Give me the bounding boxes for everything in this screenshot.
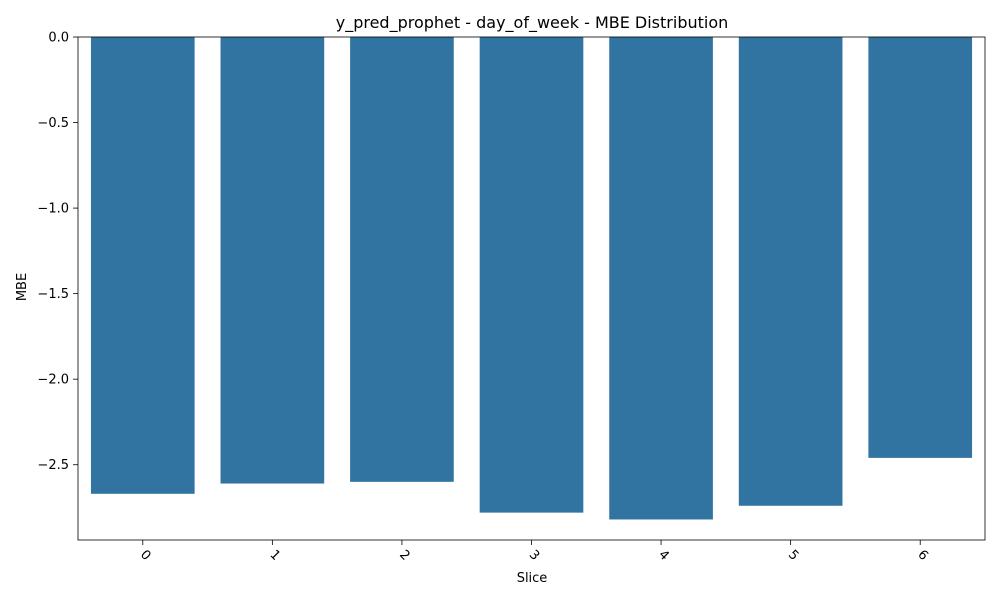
bar-0 — [90, 37, 195, 494]
bar-5 — [738, 37, 843, 506]
x-tick-label: 5 — [785, 547, 801, 563]
bar-6 — [868, 37, 973, 458]
plot-frame — [77, 36, 986, 541]
bar-1 — [220, 37, 325, 484]
x-tick-label: 0 — [137, 547, 153, 563]
y-tick-label: 0.0 — [48, 31, 69, 46]
chart-title: y_pred_prophet - day_of_week - MBE Distr… — [336, 13, 729, 33]
bar-4 — [609, 37, 713, 520]
x-axis-label: Slice — [517, 571, 548, 586]
y-tick-label: −2.0 — [37, 373, 69, 388]
y-tick-label: −1.0 — [37, 202, 69, 217]
bars-layer — [90, 37, 973, 520]
bar-3 — [479, 37, 584, 513]
bar-2 — [350, 37, 454, 482]
y-axis-label: MBE — [15, 273, 30, 301]
x-tick-label: 2 — [396, 547, 412, 563]
x-tick-label: 1 — [267, 547, 283, 563]
x-tick-label: 6 — [914, 547, 930, 563]
x-tick-label: 3 — [526, 547, 542, 563]
y-tick-label: −1.5 — [37, 287, 69, 302]
x-tick-label: 4 — [655, 547, 671, 563]
y-tick-label: −2.5 — [37, 458, 69, 473]
y-tick-label: −0.5 — [37, 116, 69, 131]
